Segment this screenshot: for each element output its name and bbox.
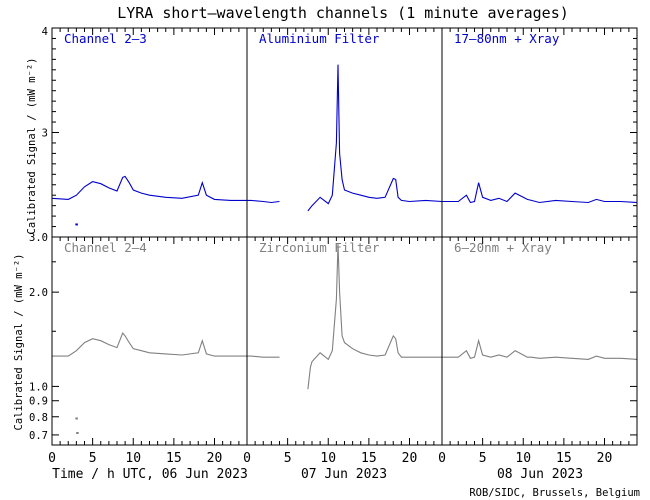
series-line-bottom (52, 243, 638, 390)
y-tick-label-bottom: 0.7 (29, 430, 48, 442)
x-tick-label: 15 (556, 451, 572, 466)
x-tick-label: 10 (320, 451, 336, 466)
x-tick-label: 20 (402, 451, 418, 466)
credit-text: ROB/SIDC, Brussels, Belgium (469, 487, 640, 499)
x-tick-label: 15 (166, 451, 182, 466)
x-axis-label-day2: 07 Jun 2023 (301, 467, 387, 482)
y-tick-label-top: 4 (42, 26, 48, 38)
series-line-top (51, 64, 638, 212)
x-tick-label: 0 (243, 451, 251, 466)
plot-area: Channel 2—3 Aluminium Filter 17—80nm + Xra… (29, 26, 638, 466)
x-tick-label: 5 (284, 451, 292, 466)
x-tick-label: 5 (479, 451, 487, 466)
panel-label-top-1: Aluminium Filter (259, 31, 380, 46)
x-tick-label: 0 (48, 451, 56, 466)
panel-label-bottom-0: Channel 2—4 (64, 240, 147, 255)
x-tick-label: 10 (125, 451, 141, 466)
x-tick-label: 20 (207, 451, 223, 466)
x-tick-label: 5 (89, 451, 97, 466)
chart-title: LYRA short—wavelength channels (1 minute… (117, 4, 569, 22)
outlier-point-top-0 (75, 223, 78, 226)
svg-text:Calibrated Signal / (mW m⁻²): Calibrated Signal / (mW m⁻²) (26, 57, 38, 234)
panel-label-bottom-2: 6—20nm + Xray (454, 240, 552, 255)
y-tick-label-bottom: 0.8 (29, 412, 48, 424)
y-tick-label-top: 3 (42, 128, 48, 140)
panel-label-top-0: Channel 2—3 (64, 31, 147, 46)
y-axis-label-top: Calibrated Signal / (mW m⁻²) (26, 57, 38, 234)
outlier-point-bottom-1 (76, 431, 79, 434)
x-tick-label: 20 (597, 451, 613, 466)
y-axis-label-bottom: Calibrated Signal / (mW m⁻²) (13, 253, 25, 430)
outlier-point-bottom-0 (75, 417, 78, 420)
y-tick-label-bottom: 3.0 (29, 232, 48, 244)
x-tick-label: 0 (438, 451, 446, 466)
y-tick-label-bottom: 0.9 (29, 396, 48, 408)
y-tick-label-bottom: 2.0 (29, 287, 48, 299)
x-axis-label-day1: Time / h UTC, 06 Jun 2023 (52, 467, 248, 482)
y-tick-label-bottom: 1.0 (29, 381, 48, 393)
x-tick-label: 15 (361, 451, 377, 466)
svg-text:Calibrated Signal / (mW m⁻²): Calibrated Signal / (mW m⁻²) (13, 253, 25, 430)
x-axis-label-day3: 08 Jun 2023 (497, 467, 583, 482)
x-tick-label: 10 (515, 451, 531, 466)
panel-label-top-2: 17—80nm + Xray (454, 31, 560, 46)
panel-label-bottom-1: Zirconium Filter (259, 240, 380, 255)
